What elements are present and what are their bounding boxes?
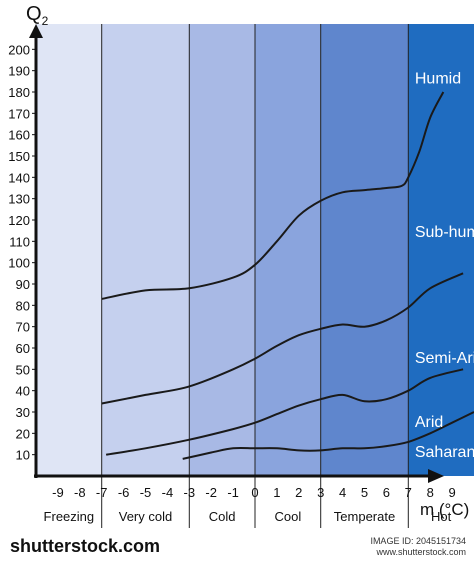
x-tick-label: 8 [427,485,434,500]
x-tick-label: -8 [74,485,86,500]
x-tick-label: 3 [317,485,324,500]
y-tick-label: 170 [8,106,30,121]
x-tick-label: -4 [162,485,174,500]
zone-band [101,24,190,476]
y-tick-label: 10 [16,448,30,463]
y-tick-label: 30 [16,405,30,420]
y-tick-label: 140 [8,170,30,185]
region-label: Sub-humid [415,224,474,241]
x-tick-label: 6 [383,485,390,500]
x-tick-label: -1 [227,485,239,500]
y-axis-title-subscript: 2 [42,14,49,28]
x-tick-label: 9 [448,485,455,500]
y-axis-title: Q2 [26,3,49,28]
series-line [101,272,464,405]
x-tick-label: -2 [205,485,217,500]
x-tick-label: -5 [140,485,152,500]
x-tick-label: 0 [251,485,258,500]
series-line [105,368,464,456]
axes [29,24,444,483]
image-meta: IMAGE ID: 2045151734 www.shutterstock.co… [370,536,466,558]
zone-band [189,24,255,476]
x-axis-arrow [428,469,444,483]
y-tick-label: 50 [16,362,30,377]
x-tick-label: 7 [405,485,412,500]
x-axis-title: m (°C) [420,500,469,519]
y-tick-label: 160 [8,128,30,143]
y-tick-label: 60 [16,341,30,356]
y-tick-labels: 10 20 30 40 50 60 70 80 90 100 110 120 130 140 150 160 1… [8,42,36,463]
x-tick-label: 4 [339,485,346,500]
y-tick-label: 180 [8,85,30,100]
y-tick-label: 40 [16,384,30,399]
climate-chart: 1020304050607080901001101201301401501601… [8,3,474,528]
series-line [182,411,474,460]
y-tick-label: 120 [8,213,30,228]
x-tick-label: -6 [118,485,130,500]
region-label: Humid [415,70,461,87]
zone-name: Very cold [119,509,172,524]
brand-logo: shutterstock.com [10,536,161,556]
y-tick-label: 110 [9,234,30,249]
zone-name: Cool [274,509,301,524]
zone-dividers [101,24,409,528]
zone-name: Hot [431,509,452,524]
x-tick-labels: -9 -8 -7 -6 -5 -4 -3 -2 -1 0 1 2 3 4 5 6 7 8 9 [52,485,456,500]
region-label: Saharan [415,444,474,461]
y-tick-label: 150 [8,149,30,164]
zone-name: Temperate [334,509,395,524]
zone-name-labels: Freezing Very cold Cold Cool Temperate Hot [44,509,452,524]
series-lines [101,91,474,460]
y-tick-label: 70 [16,320,30,335]
zone-name: Freezing [44,509,95,524]
y-tick-label: 190 [8,64,30,79]
zone-band [408,24,474,476]
zone-band [255,24,321,476]
series-line [101,91,445,300]
x-tick-label: -7 [96,485,108,500]
x-tick-label: 1 [273,485,280,500]
x-tick-label: 5 [361,485,368,500]
zone-name: Cold [209,509,236,524]
region-label: Semi-Arid [415,350,474,367]
watermark-footer: shutterstock.com IMAGE ID: 2045151734 ww… [0,528,474,564]
image-id: IMAGE ID: 2045151734 [370,536,466,546]
y-tick-label: 20 [16,426,30,441]
y-axis-arrow [29,24,43,38]
x-tick-label: -3 [184,485,196,500]
y-tick-label: 130 [8,192,30,207]
zone-band [36,24,102,476]
site-url: www.shutterstock.com [376,547,466,557]
zone-band [320,24,409,476]
y-tick-label: 80 [16,298,30,313]
x-tick-label: 2 [295,485,302,500]
x-tick-label: -9 [52,485,64,500]
region-labels: Humid Sub-humid Semi-Arid Arid Saharan [415,70,474,460]
y-tick-label: 200 [8,42,30,57]
y-tick-label: 90 [16,277,30,292]
y-tick-label: 100 [8,256,30,271]
region-label: Arid [415,414,443,431]
